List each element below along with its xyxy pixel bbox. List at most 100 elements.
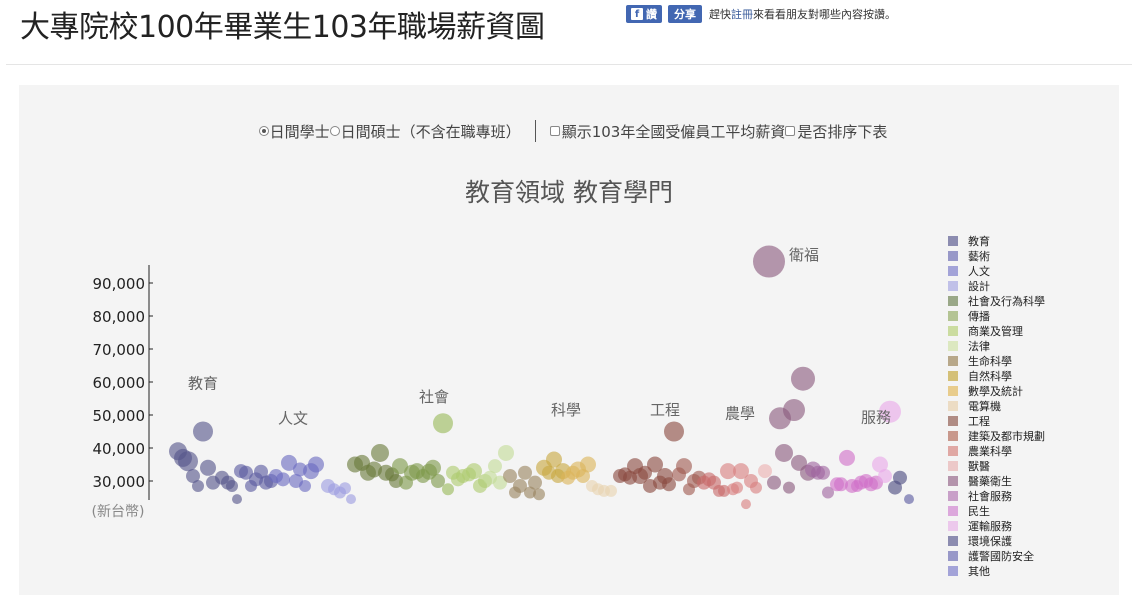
legend-item[interactable]: 護警國防安全 [948,548,1045,563]
data-bubble[interactable] [638,465,652,480]
data-bubble[interactable] [226,479,238,492]
data-bubble[interactable] [339,482,351,495]
legend-item[interactable]: 教育 [948,233,1045,248]
fb-like-button[interactable]: f 讚 [626,5,662,23]
data-bubble[interactable] [528,475,542,490]
legend-item[interactable]: 社會服務 [948,488,1045,503]
legend-item[interactable]: 民生 [948,503,1045,518]
legend-item[interactable]: 自然科學 [948,368,1045,383]
data-bubble[interactable] [346,494,356,505]
legend-swatch [948,445,958,456]
data-bubble[interactable] [775,443,793,462]
data-bubble[interactable] [366,461,382,478]
legend-item[interactable]: 設計 [948,278,1045,293]
data-bubble[interactable] [662,477,676,492]
legend-item[interactable]: 其他 [948,563,1045,578]
data-bubble[interactable] [193,421,213,442]
data-bubble[interactable] [392,458,408,475]
legend-item[interactable]: 農業科學 [948,443,1045,458]
data-bubble[interactable] [733,463,749,480]
data-bubble[interactable] [431,474,445,488]
legend-item[interactable]: 商業及管理 [948,323,1045,338]
legend-item[interactable]: 電算機 [948,398,1045,413]
data-bubble[interactable] [872,456,888,473]
data-bubble[interactable] [276,472,290,487]
data-bubble[interactable] [839,449,855,466]
data-bubble[interactable] [834,477,848,492]
data-bubble[interactable] [281,454,297,471]
data-bubble[interactable] [647,456,663,473]
register-link[interactable]: 註冊 [731,8,753,21]
data-bubble[interactable] [433,413,453,434]
data-bubble[interactable] [783,481,795,494]
legend-item[interactable]: 生命科學 [948,353,1045,368]
legend-item[interactable]: 環境保護 [948,533,1045,548]
legend-item[interactable]: 藝術 [948,248,1045,263]
option-bachelor[interactable]: 日間學士 [258,121,330,142]
data-bubble[interactable] [200,459,216,476]
data-bubble[interactable] [753,245,785,278]
data-bubble[interactable] [758,464,772,479]
option-show-average[interactable]: 顯示103年全國受僱員工平均薪資 [549,121,785,142]
radio-master[interactable] [329,126,340,136]
chart-controls: 日間學士 日間碩士（不含在職專班） 顯示103年全國受僱員工平均薪資 是否排序下… [0,120,1146,142]
data-bubble[interactable] [750,481,762,494]
data-bubble[interactable] [299,479,311,492]
data-bubble[interactable] [546,451,562,468]
data-bubble[interactable] [498,444,514,461]
legend-item[interactable]: 醫藥衛生 [948,473,1045,488]
data-bubble[interactable] [878,469,892,484]
data-bubble[interactable] [232,494,242,505]
data-bubble[interactable] [466,463,482,480]
data-bubble[interactable] [664,421,684,442]
data-bubble[interactable] [254,464,268,479]
option-sort-table[interactable]: 是否排序下表 [785,121,887,142]
legend-item[interactable]: 傳播 [948,308,1045,323]
data-bubble[interactable] [493,475,507,490]
data-bubble[interactable] [879,400,901,423]
legend-item[interactable]: 運輸服務 [948,518,1045,533]
legend-item[interactable]: 法律 [948,338,1045,353]
data-bubble[interactable] [518,465,532,480]
checkbox-show-average[interactable] [549,126,560,136]
radio-bachelor[interactable] [258,126,269,136]
data-bubble[interactable] [580,456,596,473]
data-bubble[interactable] [513,478,527,493]
data-bubble[interactable] [192,479,204,492]
data-bubble[interactable] [576,469,590,484]
data-bubble[interactable] [783,399,805,422]
checkbox-sort-table[interactable] [785,126,796,136]
data-bubble[interactable] [308,456,324,473]
data-bubble[interactable] [524,486,536,499]
data-bubble[interactable] [442,483,454,496]
data-bubble[interactable] [822,486,834,499]
chart-title: 教育領域 教育學門 [465,178,673,207]
data-bubble[interactable] [488,459,502,474]
data-bubble[interactable] [178,451,198,472]
data-bubble[interactable] [731,481,743,494]
data-bubble[interactable] [720,463,736,480]
data-bubble[interactable] [533,488,545,501]
legend-item[interactable]: 工程 [948,413,1045,428]
option-master[interactable]: 日間碩士（不含在職專班） [329,121,521,142]
data-bubble[interactable] [239,465,253,480]
legend-item[interactable]: 社會及行為科學 [948,293,1045,308]
data-bubble[interactable] [718,484,730,497]
legend-item[interactable]: 數學及統計 [948,383,1045,398]
data-bubble[interactable] [371,443,389,462]
legend-item[interactable]: 人文 [948,263,1045,278]
data-bubble[interactable] [425,459,441,476]
legend-item[interactable]: 獸醫 [948,458,1045,473]
data-bubble[interactable] [186,469,200,484]
data-bubble[interactable] [893,470,907,485]
data-bubble[interactable] [741,499,751,510]
data-bubble[interactable] [791,366,815,391]
data-bubble[interactable] [503,469,517,484]
data-bubble[interactable] [676,458,692,475]
data-bubble[interactable] [816,465,830,480]
data-bubble[interactable] [904,494,914,505]
data-bubble[interactable] [767,475,781,490]
legend-item[interactable]: 建築及都市規劃 [948,428,1045,443]
fb-share-button[interactable]: 分享 [668,5,702,23]
data-bubble[interactable] [605,484,617,497]
